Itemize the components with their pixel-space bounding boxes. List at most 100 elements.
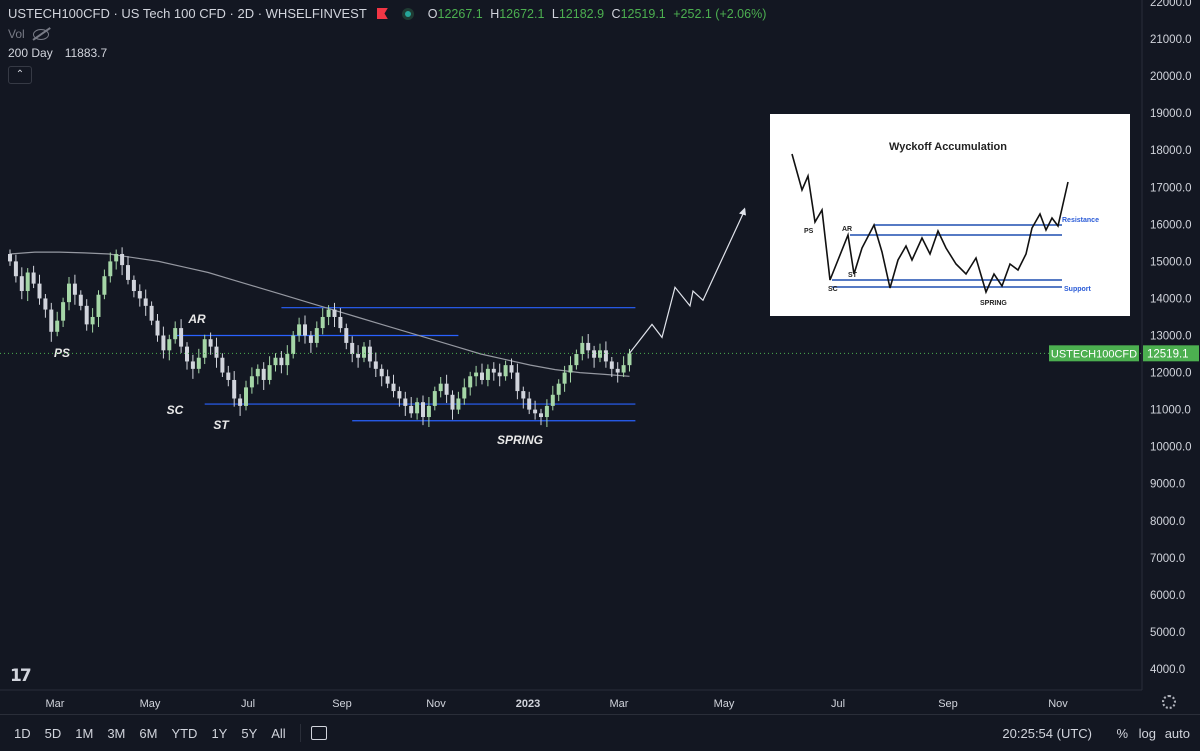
candle-body [332, 309, 337, 317]
percent-toggle[interactable]: % [1116, 725, 1128, 741]
ohlc-values: O12267.1 H12672.1 L12182.9 C12519.1 +252… [427, 6, 767, 21]
price-tick-label: 16000.0 [1150, 219, 1192, 231]
price-tick-label: 10000.0 [1150, 442, 1192, 454]
range-3m[interactable]: 3M [107, 725, 126, 741]
candle-body [497, 372, 502, 377]
candle-body [102, 276, 107, 295]
volume-indicator[interactable]: Vol [8, 27, 49, 41]
candle-body [297, 324, 302, 336]
calendar-icon[interactable] [310, 726, 327, 740]
range-5y[interactable]: 5Y [241, 725, 258, 741]
wyckoff-label-ps: PS [54, 346, 70, 360]
svg-text:PS: PS [804, 228, 814, 235]
collapse-legend-button[interactable]: ⌃ [8, 66, 32, 84]
wyckoff-diagram: Wyckoff Accumulation PS AR SC ST SPRING … [791, 141, 1099, 307]
candle-body [521, 391, 526, 399]
tradingview-logo[interactable]: 17 [10, 666, 32, 686]
candle-body [480, 372, 484, 380]
candle-body [503, 365, 508, 377]
candle-body [556, 383, 561, 395]
symbol-tag-bg [1049, 345, 1139, 362]
candle-body [179, 328, 184, 347]
last-price-tag: USTECH100CFD 12519.1 [0, 345, 1199, 362]
candle-body [155, 320, 160, 336]
candle-body [255, 368, 260, 377]
time-axis[interactable]: Mar May Jul Sep Nov 2023 Mar May Jul Sep Nov [0, 689, 1142, 710]
symbol-tag-label: USTECH100CFD [1051, 348, 1137, 360]
projection-path[interactable] [629, 207, 747, 354]
candle-body [78, 294, 83, 306]
candle-body [120, 253, 125, 266]
candle-body [55, 320, 60, 332]
candle-body [550, 394, 555, 406]
ma-label: 200 Day [8, 46, 53, 60]
candle-body [261, 368, 266, 380]
candle-body [131, 279, 136, 292]
market-status-icon[interactable] [401, 7, 414, 20]
ma-legend[interactable]: 200 Day 11883.7 [8, 46, 107, 60]
candle-body [149, 305, 154, 321]
svg-text:SPRING: SPRING [980, 300, 1007, 307]
time-tick-label: Jul [831, 698, 845, 710]
bottom-toolbar[interactable]: 1D 5D 1M 3M 6M YTD 1Y 5Y All 20:25:54 (U… [0, 714, 1200, 751]
candle-body [37, 283, 42, 299]
price-tick-label: 22000.0 [1150, 0, 1192, 9]
candle-body [61, 302, 66, 321]
candle-body [220, 357, 225, 373]
low-value: 12182.9 [558, 6, 605, 21]
candle-body [190, 361, 195, 369]
candle-body [19, 276, 24, 292]
candle-body [126, 265, 130, 280]
wyckoff-label-sc: SC [167, 403, 184, 417]
price-axis[interactable]: 4000.0 5000.0 6000.0 7000.0 8000.0 9000.0 1000… [1141, 0, 1192, 690]
range-1d[interactable]: 1D [14, 725, 31, 741]
candle-body [574, 354, 579, 366]
high-value: 12672.1 [499, 6, 545, 21]
candle-body [367, 346, 372, 362]
time-tick-label: Mar [46, 698, 65, 710]
candle-body [586, 342, 591, 351]
auto-toggle[interactable]: auto [1164, 725, 1190, 741]
log-toggle[interactable]: log [1138, 725, 1156, 741]
time-tick-label: 2023 [516, 698, 540, 710]
svg-text:SC: SC [828, 286, 838, 293]
svg-text:AR: AR [842, 226, 852, 233]
price-tick-label: 4000.0 [1150, 664, 1185, 676]
svg-text:Resistance: Resistance [1062, 217, 1099, 224]
eye-hidden-icon[interactable] [32, 28, 49, 40]
candle-body [114, 253, 119, 262]
price-tick-label: 15000.0 [1150, 256, 1192, 268]
candle-body [67, 283, 71, 303]
candle-body [356, 354, 361, 358]
gear-icon[interactable] [1162, 695, 1176, 709]
flag-icon[interactable] [376, 8, 388, 19]
candle-body [279, 357, 284, 366]
range-1y[interactable]: 1Y [211, 725, 228, 741]
candle-body [580, 342, 585, 355]
range-6m[interactable]: 6M [139, 725, 158, 741]
symbol-header[interactable]: USTECH100CFD · US Tech 100 CFD · 2D · WH… [8, 6, 770, 21]
price-tick-label: 14000.0 [1150, 293, 1192, 305]
symbol-title[interactable]: USTECH100CFD · US Tech 100 CFD · 2D · WH… [8, 6, 367, 21]
candle-body [621, 365, 626, 373]
candle-body [273, 357, 278, 366]
price-tick-label: 20000.0 [1150, 71, 1192, 83]
candle-body [84, 305, 89, 325]
clock-time[interactable]: 20:25:54 (UTC) [1002, 725, 1092, 741]
candlesticks [8, 247, 632, 428]
range-ytd[interactable]: YTD [171, 725, 198, 741]
candle-body [344, 328, 349, 343]
candle-body [415, 402, 420, 414]
candle-body [196, 357, 201, 369]
candle-body [96, 294, 101, 317]
range-1m[interactable]: 1M [75, 725, 94, 741]
ma-value: 11883.7 [64, 46, 108, 60]
candle-body [244, 387, 248, 406]
candle-body [598, 350, 602, 358]
range-5d[interactable]: 5D [44, 725, 62, 741]
range-all[interactable]: All [271, 725, 286, 741]
candle-body [326, 309, 331, 317]
candle-body [539, 413, 543, 418]
trend-lines[interactable] [175, 307, 636, 422]
